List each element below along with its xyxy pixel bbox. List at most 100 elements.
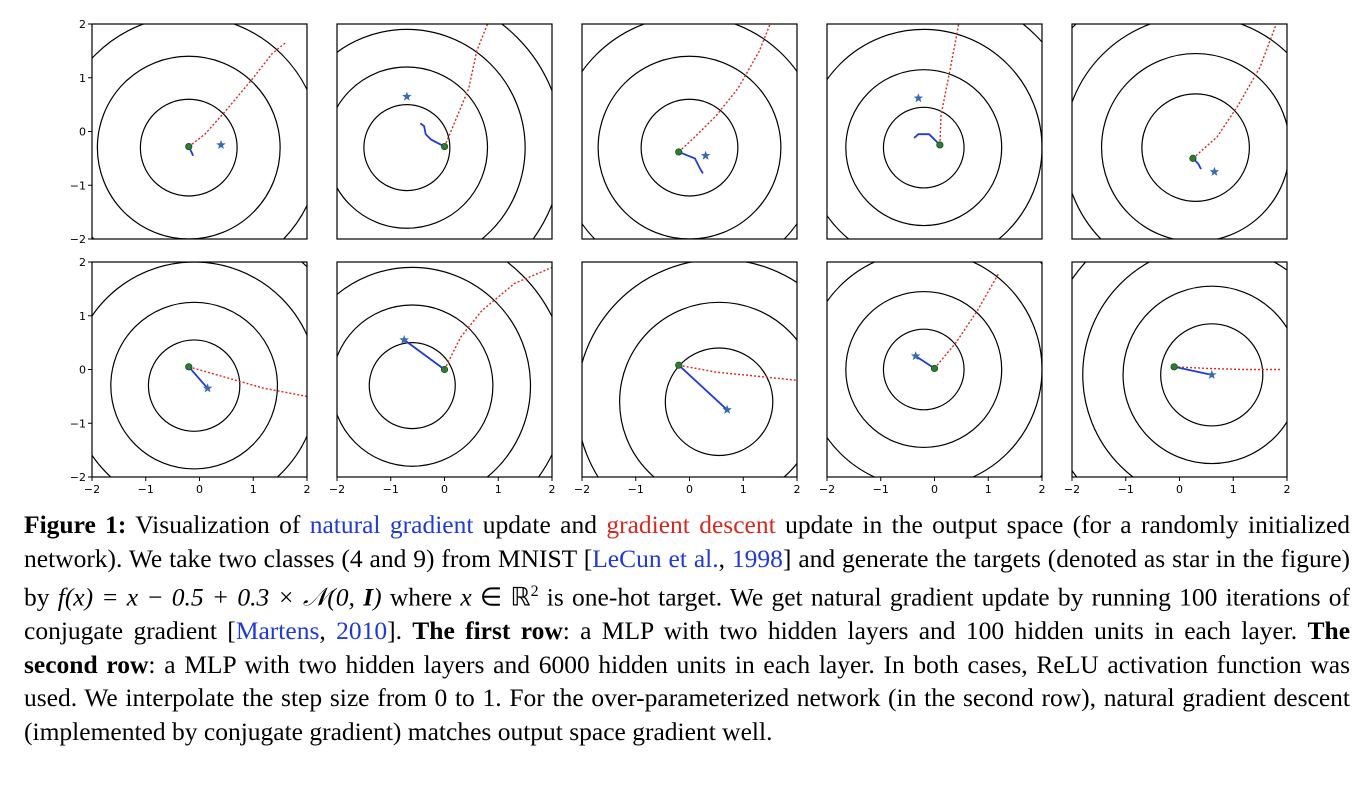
gradient-descent-path	[678, 24, 771, 153]
panel-plot-area	[1072, 262, 1287, 477]
y-tick-label: 2	[79, 256, 86, 269]
gradient-descent-path	[1192, 24, 1277, 159]
citation-lecun-author[interactable]: LeCun et al.	[592, 543, 719, 573]
caption-text: ,	[319, 616, 337, 645]
x-tick-label: 2	[304, 483, 311, 496]
y-tick-label: 1	[79, 72, 86, 85]
x-tick-label: −1	[873, 483, 889, 496]
contour-line	[500, 24, 552, 239]
panel-frame	[1071, 23, 1288, 240]
contour-line	[147, 339, 241, 432]
citation-lecun-year[interactable]: 1998	[731, 543, 783, 573]
y-tick-label: 0	[79, 126, 86, 139]
contour-line	[882, 328, 965, 411]
panel-frame	[581, 23, 798, 240]
panel-r1-c1: 2 1 0 −1 −2	[70, 18, 308, 246]
target-star-marker	[216, 139, 226, 149]
gradient-descent-term: gradient descent	[606, 510, 776, 539]
x-tick-label: 0	[1176, 483, 1183, 496]
second-row-label: The second row	[24, 616, 1351, 679]
panel-plot-area	[582, 262, 797, 477]
panel-r1-c2	[336, 23, 553, 240]
y-tick-label: −2	[70, 233, 86, 246]
panel-r2-c4: −2 −1 0 1 2	[819, 261, 1046, 496]
identity-matrix: I	[363, 582, 374, 612]
natural-gradient-path	[678, 364, 728, 411]
x-tick-label: 1	[740, 483, 747, 496]
start-point-marker	[1189, 154, 1197, 162]
panel-frame	[91, 23, 308, 240]
natural-gradient-path	[913, 133, 941, 146]
gradient-descent-path	[1174, 366, 1282, 371]
panel-r2-c5: −2 −1 0 1 2	[1064, 261, 1291, 496]
caption-text: : a MLP with two hidden layers and 6000 …	[24, 649, 1351, 746]
gradient-descent-path	[933, 272, 1000, 369]
contour-line	[827, 262, 1042, 477]
contour-line	[1072, 24, 1287, 239]
x-tick-label: 2	[794, 483, 801, 496]
y-tick-label: 1	[79, 310, 86, 323]
panel-plot-area	[337, 262, 552, 477]
citation-martens-year[interactable]: 2010	[336, 616, 388, 645]
panel-plot-area	[827, 262, 1042, 477]
x-tick-label: −2	[329, 483, 345, 496]
contour-line	[582, 262, 797, 477]
x-tick-label: 1	[495, 483, 502, 496]
gradient-descent-path	[939, 24, 960, 145]
start-point-marker	[185, 363, 193, 371]
panel-plot-area	[92, 24, 307, 239]
start-point-marker	[930, 364, 939, 373]
contour-line	[1160, 323, 1264, 427]
natural-gradient-path	[678, 151, 704, 174]
target-star-marker	[1207, 369, 1217, 379]
contour-line	[1022, 24, 1042, 43]
start-point-marker	[1170, 363, 1178, 371]
gradient-descent-path	[443, 24, 489, 147]
target-star-marker	[910, 351, 921, 361]
x-tick-label: 0	[196, 483, 203, 496]
caption-text: update and	[473, 510, 607, 539]
caption-text: update in the output space (for a random…	[24, 510, 1351, 573]
natural-gradient-path	[188, 366, 209, 389]
contour-line	[363, 104, 451, 192]
contour-line	[368, 342, 456, 430]
panel-frame	[91, 261, 308, 478]
math-in-r: ∈ ℝ	[471, 582, 531, 612]
start-point-marker	[185, 142, 193, 151]
y-tick-label: −1	[70, 179, 86, 192]
formula-close: )	[373, 582, 382, 612]
target-star-marker	[402, 91, 412, 101]
contour-line	[1039, 262, 1042, 477]
panel-plot-area	[1072, 24, 1287, 239]
x-tick-label: −1	[628, 483, 644, 496]
contour-line	[110, 301, 279, 470]
caption-text: ].	[387, 616, 413, 645]
contour-line	[1122, 285, 1287, 465]
math-superscript: 2	[530, 583, 539, 600]
panel-plot-area	[582, 24, 797, 239]
panel-frame	[581, 261, 798, 478]
caption-text: ,	[718, 543, 732, 573]
contour-line	[1100, 52, 1287, 239]
gradient-descent-path	[678, 364, 797, 381]
panel-r1-c3	[581, 23, 798, 240]
panel-plot-area	[827, 24, 1042, 239]
first-row-label: The first row	[412, 616, 563, 645]
caption-text: : a MLP with two hidden layers and 100 h…	[562, 616, 1308, 645]
contour-line	[337, 304, 494, 467]
x-tick-label: 0	[441, 483, 448, 496]
contour-line	[1141, 93, 1250, 202]
figure-caption: Figure 1: Visualization of natural gradi…	[24, 508, 1350, 748]
start-point-marker	[440, 142, 449, 151]
target-star-marker	[722, 404, 732, 414]
x-tick-label: 2	[1039, 483, 1046, 496]
panel-r2-c1: 2 1 0 −1 −2−2 −1 0 1 2	[70, 256, 311, 496]
panel-r1-c4	[826, 23, 1043, 240]
target-star-marker	[202, 383, 213, 393]
panel-frame	[826, 23, 1043, 240]
target-formula: f(x) = x − 0.5 + 0.3 × 𝒩(0,	[57, 582, 364, 612]
start-point-marker	[440, 365, 449, 374]
gradient-descent-path	[188, 42, 286, 148]
citation-martens-author[interactable]: Martens	[235, 616, 320, 645]
